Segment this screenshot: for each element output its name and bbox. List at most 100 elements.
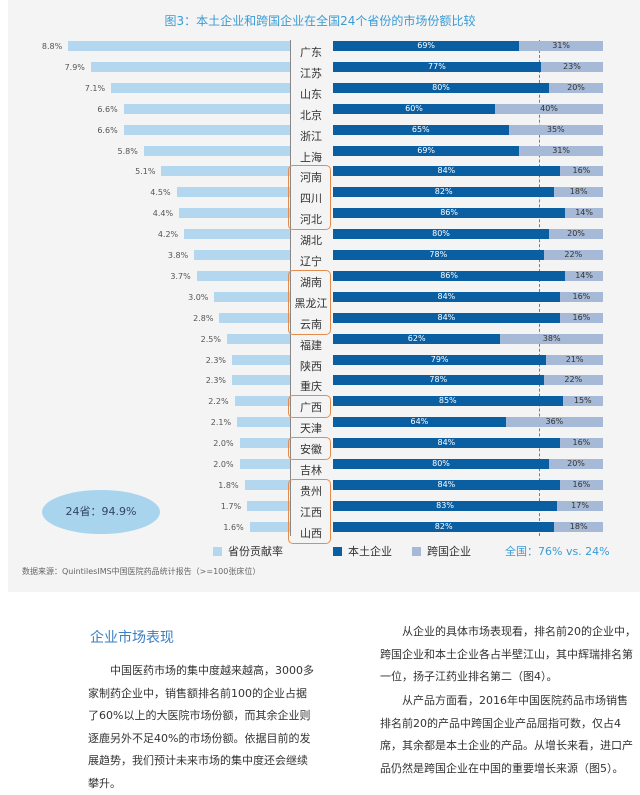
domestic-bar: 84% <box>333 166 560 177</box>
national-share: 全国：76% vs. 24% <box>505 545 610 558</box>
domestic-bar: 86% <box>333 270 566 281</box>
province-label: 四川 <box>300 192 322 206</box>
foreign-bar: 17% <box>557 500 603 511</box>
contribution-bar <box>90 61 290 72</box>
chart: 8.8% 广东 69% 31% 7.9% 江苏 77% 23% 7.1% 山东 80% 20% 6.6%… <box>41 40 603 544</box>
province-label: 上海 <box>300 150 322 164</box>
contribution-bar <box>184 229 290 240</box>
domestic-bar: 78% <box>333 375 544 386</box>
foreign-bar: 16% <box>559 479 603 490</box>
foreign-bar: 18% <box>554 187 603 198</box>
contribution-label: 2.8% <box>193 313 214 323</box>
province-label: 重庆 <box>300 380 322 394</box>
contribution-bar <box>196 270 290 281</box>
right-paragraph-2: 从产品方面看，2016年中国医院药品市场销售排名前20的产品中跨国企业产品屈指可… <box>380 694 633 775</box>
contribution-label: 8.8% <box>41 42 63 51</box>
contribution-label: 7.9% <box>64 62 85 72</box>
contribution-label: 5.8% <box>117 146 138 156</box>
foreign-bar: 16% <box>559 166 603 177</box>
contribution-bar <box>239 459 290 469</box>
contribution-bar <box>237 417 290 428</box>
contribution-label: 5.1% <box>135 167 156 177</box>
foreign-bar: 14% <box>565 208 603 219</box>
province-label: 黑龙江 <box>294 296 328 310</box>
foreign-bar: 16% <box>559 312 603 323</box>
contribution-bar <box>219 312 290 323</box>
province-label: 陕西 <box>300 359 322 373</box>
contribution-bar <box>239 438 290 449</box>
province-label: 广西 <box>300 401 322 415</box>
province-label: 山西 <box>300 526 322 540</box>
legend-domestic: 本土企业 <box>333 543 392 559</box>
highlight-box <box>288 165 331 231</box>
province-label: 湖北 <box>300 234 322 248</box>
legend-label: 省份贡献率 <box>228 545 283 558</box>
contribution-bar <box>176 187 290 198</box>
contribution-label: 1.6% <box>223 522 244 532</box>
contribution-label: 2.3% <box>205 355 227 365</box>
contribution-label: 2.1% <box>210 418 232 428</box>
highlight-box <box>288 437 331 460</box>
summary-ellipse: 24省：94.9% <box>42 490 160 534</box>
contribution-label: 2.0% <box>213 460 234 469</box>
domestic-bar: 78% <box>333 250 544 260</box>
domestic-bar: 85% <box>333 396 563 407</box>
foreign-bar: 22% <box>543 250 603 260</box>
domestic-bar: 65% <box>333 124 509 135</box>
domestic-bar: 77% <box>333 61 541 72</box>
foreign-bar: 16% <box>559 291 603 302</box>
province-label: 安徽 <box>300 443 322 457</box>
contribution-label: 2.2% <box>208 397 229 407</box>
domestic-bar: 84% <box>333 312 560 323</box>
highlight-box <box>288 395 331 419</box>
domestic-bar: 84% <box>333 479 560 490</box>
contribution-label: 6.6% <box>97 104 118 114</box>
contribution-label: 3.8% <box>167 251 189 260</box>
foreign-bar: 40% <box>495 103 603 114</box>
foreign-bar: 16% <box>559 438 603 449</box>
contribution-label: 3.0% <box>188 292 209 302</box>
foreign-bar: 31% <box>519 41 603 51</box>
province-label: 湖南 <box>300 275 322 289</box>
domestic-bar: 84% <box>333 438 560 449</box>
province-label: 江西 <box>300 505 322 519</box>
foreign-bar: 20% <box>549 82 603 93</box>
province-label: 福建 <box>300 338 322 352</box>
contribution-bar <box>143 145 290 156</box>
province-label: 河南 <box>300 171 322 185</box>
legend-label: 跨国企业 <box>427 545 471 558</box>
domestic-bar: 80% <box>333 229 549 240</box>
province-label: 北京 <box>300 108 322 122</box>
foreign-bar: 38% <box>500 333 603 344</box>
foreign-bar: 22% <box>543 375 603 386</box>
province-label: 天津 <box>300 422 322 436</box>
domestic-bar: 69% <box>333 145 520 156</box>
contribution-bar <box>227 333 290 344</box>
left-paragraph: 中国医药市场的集中度越来越高，3000多家制药企业中，销售额排名前100的企业占… <box>88 664 314 790</box>
contribution-bar <box>214 291 290 302</box>
foreign-bar: 20% <box>549 459 603 469</box>
foreign-bar: 18% <box>554 521 603 532</box>
foreign-bar: 35% <box>508 124 603 135</box>
foreign-bar: 23% <box>540 61 603 72</box>
domestic-bar: 82% <box>333 187 555 198</box>
contribution-label: 4.4% <box>152 209 174 219</box>
contribution-label: 2.0% <box>213 439 234 449</box>
contribution-bar <box>123 103 290 114</box>
foreign-bar: 36% <box>505 417 603 428</box>
domestic-bar: 64% <box>333 417 506 428</box>
province-label: 云南 <box>300 317 322 331</box>
province-label: 辽宁 <box>300 255 322 268</box>
legend-contribution: 省份贡献率 <box>213 543 283 559</box>
legend-swatch <box>213 546 222 556</box>
foreign-bar: 31% <box>519 145 603 156</box>
contribution-label: 6.6% <box>97 125 118 135</box>
foreign-bar: 14% <box>565 270 603 281</box>
contribution-bar <box>234 396 290 407</box>
contribution-label: 2.5% <box>200 334 221 344</box>
legend-swatch <box>333 546 342 556</box>
contribution-label: 7.1% <box>84 83 106 93</box>
contribution-label: 1.7% <box>220 501 242 511</box>
source-note: 数据来源：QuintilesIMS中国医院药品统计报告（>=100张床位） <box>22 567 261 576</box>
domestic-bar: 82% <box>333 521 555 532</box>
